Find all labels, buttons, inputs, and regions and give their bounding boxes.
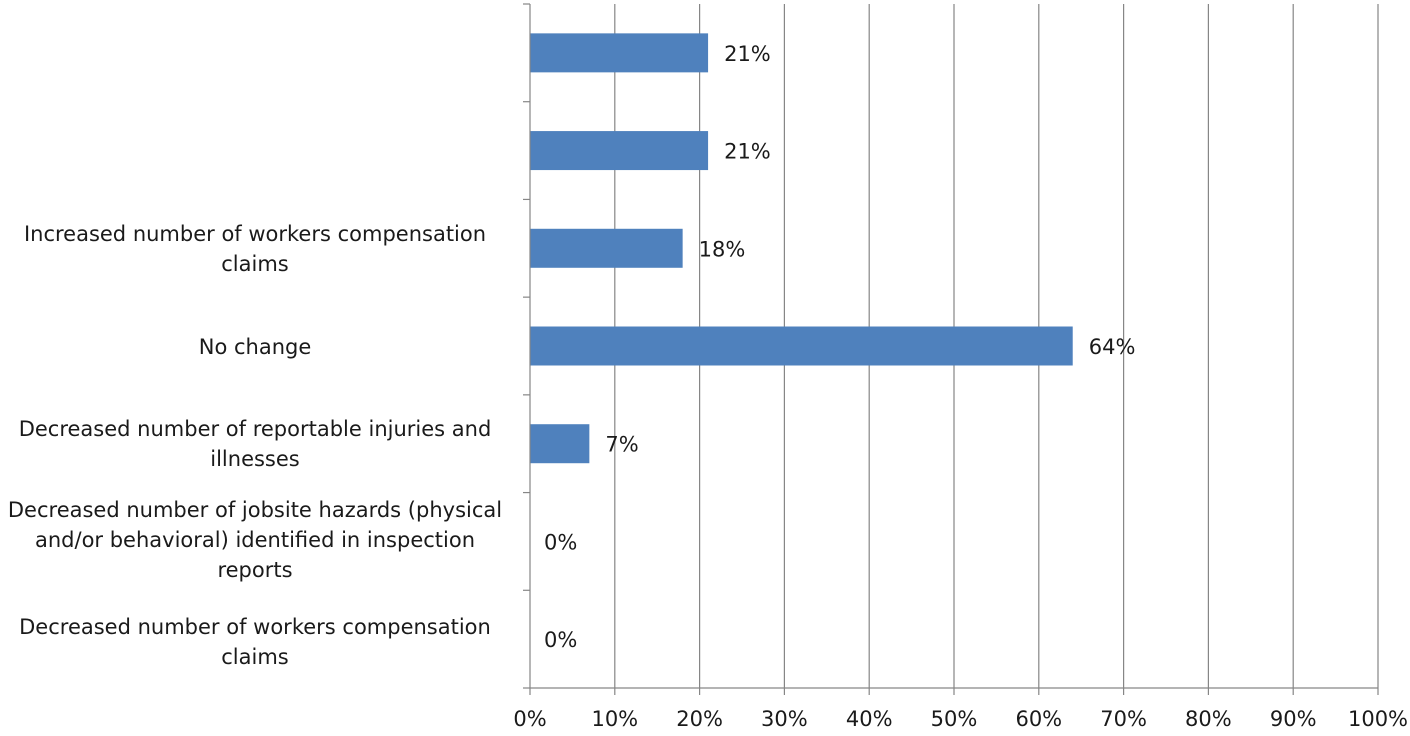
data-label-6: 0% xyxy=(544,628,577,652)
bar-3 xyxy=(530,326,1073,366)
category-label-decreased-wc-claims: Decreased number of workers compensation… xyxy=(19,615,491,669)
x-tick-label-2: 20% xyxy=(676,707,723,731)
data-label-0: 21% xyxy=(724,42,771,66)
data-label-1: 21% xyxy=(724,140,771,164)
bar-2 xyxy=(530,228,683,268)
x-tick-label-7: 70% xyxy=(1100,707,1147,731)
axes xyxy=(523,3,1379,695)
bars xyxy=(530,33,1073,464)
x-tick-label-9: 90% xyxy=(1270,707,1317,731)
bar-0 xyxy=(530,33,709,73)
data-label-2: 18% xyxy=(699,237,746,261)
x-tick-labels: 0% 10% 20% 30% 40% 50% 60% 70% 80% 90% 100% xyxy=(513,707,1408,731)
x-tick-label-3: 30% xyxy=(761,707,808,731)
x-tick-label-0: 0% xyxy=(513,707,546,731)
x-tick-label-10: 100% xyxy=(1348,707,1408,731)
x-tick-label-1: 10% xyxy=(591,707,638,731)
data-label-5: 0% xyxy=(544,530,577,554)
bar-1 xyxy=(530,131,709,171)
category-label-decreased-hazards: Decreased number of jobsite hazards (phy… xyxy=(7,498,503,582)
category-label-no-change: No change xyxy=(198,335,312,359)
category-label-increased-wc-claims: Increased number of workers compensation… xyxy=(23,222,487,276)
bar-4 xyxy=(530,424,590,464)
x-tick-label-8: 80% xyxy=(1185,707,1232,731)
data-label-4: 7% xyxy=(605,433,638,457)
data-label-3: 64% xyxy=(1089,335,1136,359)
x-tick-label-5: 50% xyxy=(931,707,978,731)
category-label-decreased-injuries: Decreased number of reportable injuries … xyxy=(18,417,492,471)
data-labels: 21% 21% 18% 64% 7% 0% 0% xyxy=(544,42,1135,652)
x-tick-label-4: 40% xyxy=(846,707,893,731)
x-tick-label-6: 60% xyxy=(1015,707,1062,731)
